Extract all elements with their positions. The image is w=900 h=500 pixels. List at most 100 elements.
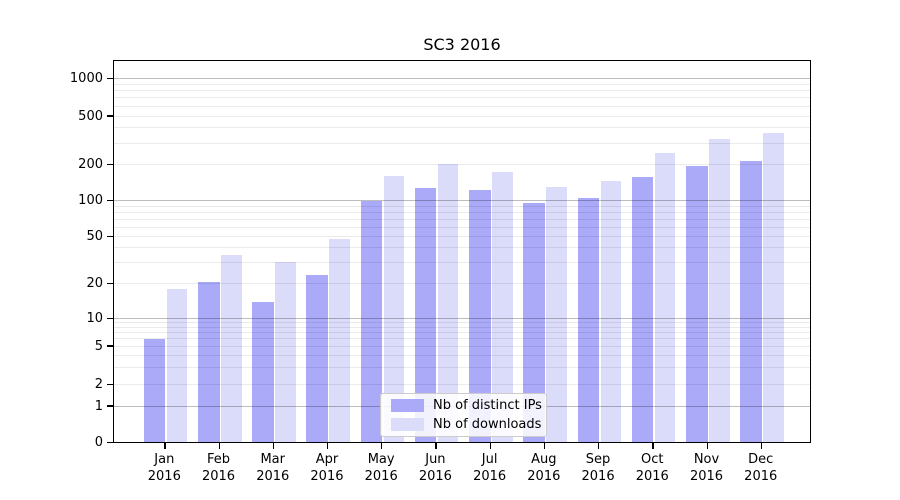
ytick-label-20: 20 bbox=[86, 276, 103, 292]
xtick-label-mar: Mar 2016 bbox=[256, 452, 290, 484]
gridline-minor-800 bbox=[113, 90, 811, 92]
xtick-label-apr: Apr 2016 bbox=[310, 452, 344, 484]
xtick-feb bbox=[218, 443, 220, 449]
xtick-label-jun: Jun 2016 bbox=[418, 452, 452, 484]
xtick-label-nov: Nov 2016 bbox=[689, 452, 724, 484]
legend-item-distinct-ips: Nb of distinct IPs bbox=[391, 398, 542, 414]
ytick-1 bbox=[107, 405, 113, 407]
ytick-label-200: 200 bbox=[78, 157, 103, 173]
ytick-label-1000: 1000 bbox=[69, 71, 103, 86]
bar-distinct-ips-mar bbox=[252, 302, 274, 443]
ytick-10 bbox=[107, 317, 113, 319]
gridline-minor-40 bbox=[113, 247, 811, 249]
bar-distinct-ips-feb bbox=[198, 281, 220, 443]
xtick-label-dec: Dec 2016 bbox=[744, 452, 778, 484]
bar-downloads-nov bbox=[709, 138, 730, 443]
bars-layer bbox=[113, 60, 811, 443]
bar-downloads-mar bbox=[275, 261, 296, 443]
xtick-oct bbox=[652, 443, 654, 449]
ytick-0 bbox=[107, 441, 113, 443]
xtick-label-aug: Aug 2016 bbox=[527, 452, 561, 484]
ytick-label-10: 10 bbox=[86, 311, 103, 326]
xtick-label-sep: Sep 2016 bbox=[581, 452, 615, 484]
bar-distinct-ips-aug bbox=[523, 203, 545, 443]
bar-downloads-apr bbox=[329, 239, 350, 443]
xtick-jan bbox=[164, 443, 166, 449]
ytick-label-100: 100 bbox=[78, 193, 103, 209]
ytick-5 bbox=[107, 345, 113, 347]
ytick-50 bbox=[107, 235, 113, 237]
xtick-apr bbox=[326, 443, 329, 449]
legend-item-downloads: Nb of downloads bbox=[391, 416, 542, 433]
xtick-label-jan: Jan 2016 bbox=[147, 452, 181, 484]
gridline-minor-9 bbox=[113, 322, 811, 324]
bar-distinct-ips-sep bbox=[577, 197, 600, 443]
gridline-minor-300 bbox=[113, 142, 811, 144]
ytick-label-5: 5 bbox=[94, 338, 103, 354]
gridline-minor-3 bbox=[113, 367, 811, 369]
ytick-label-1: 1 bbox=[94, 398, 103, 414]
bar-distinct-ips-oct bbox=[631, 176, 654, 443]
ytick-label-50: 50 bbox=[86, 228, 103, 244]
bar-distinct-ips-dec bbox=[740, 161, 762, 443]
bar-downloads-jun bbox=[437, 163, 459, 443]
xtick-label-feb: Feb 2016 bbox=[201, 452, 236, 484]
legend-swatch-distinct-ips bbox=[391, 399, 424, 413]
bar-distinct-ips-nov bbox=[686, 166, 708, 443]
bar-downloads-feb bbox=[221, 255, 242, 443]
bar-distinct-ips-apr bbox=[306, 274, 328, 443]
xtick-label-oct: Oct 2016 bbox=[635, 452, 669, 484]
xtick-aug bbox=[543, 443, 546, 449]
gridline-minor-20 bbox=[113, 283, 811, 285]
gridline-minor-90 bbox=[113, 205, 811, 207]
xtick-sep bbox=[598, 443, 600, 449]
gridline-minor-50 bbox=[113, 235, 811, 237]
ytick-2 bbox=[107, 383, 113, 386]
gridline-minor-2 bbox=[113, 384, 811, 386]
legend-swatch-downloads bbox=[391, 417, 424, 431]
xtick-jun bbox=[435, 443, 437, 449]
gridline-minor-400 bbox=[113, 127, 811, 129]
xtick-nov bbox=[706, 443, 708, 449]
ytick-1000 bbox=[107, 77, 113, 79]
bar-distinct-ips-may bbox=[360, 201, 383, 443]
ytick-200 bbox=[107, 163, 113, 166]
ytick-label-500: 500 bbox=[78, 108, 103, 124]
gridline-minor-600 bbox=[113, 105, 811, 107]
gridline-minor-7 bbox=[113, 332, 811, 334]
ytick-500 bbox=[107, 115, 113, 117]
bar-downloads-may bbox=[383, 176, 405, 443]
bar-downloads-oct bbox=[654, 153, 676, 443]
ytick-100 bbox=[107, 200, 113, 202]
ytick-20 bbox=[107, 282, 113, 285]
gridline-minor-700 bbox=[113, 97, 811, 99]
gridline-minor-6 bbox=[113, 338, 811, 340]
bar-downloads-dec bbox=[763, 132, 784, 443]
gridline-minor-900 bbox=[113, 83, 811, 85]
ytick-label-0: 0 bbox=[94, 435, 103, 450]
legend-label-distinct-ips: Nb of distinct IPs bbox=[433, 398, 542, 414]
legend-label-downloads: Nb of downloads bbox=[433, 416, 542, 432]
gridline-minor-500 bbox=[113, 115, 811, 117]
plot-area: 1000 500 200 100 50 20 10 5 2 1 0 Jan 2016 Feb 2016 M… bbox=[70, 60, 811, 484]
xtick-label-may: May 2016 bbox=[364, 452, 398, 484]
gridline-major-1000 bbox=[113, 78, 811, 79]
gridline-major-10 bbox=[113, 318, 811, 319]
bar-distinct-ips-jul bbox=[469, 189, 491, 443]
xtick-mar bbox=[272, 443, 275, 449]
ytick-label-2: 2 bbox=[94, 377, 103, 393]
bar-downloads-sep bbox=[600, 181, 622, 443]
gridline-major-100 bbox=[113, 200, 811, 202]
bar-distinct-ips-jan bbox=[143, 339, 166, 443]
gridline-minor-8 bbox=[113, 326, 811, 328]
xtick-label-jul: Jul 2016 bbox=[473, 452, 507, 484]
gridline-minor-5 bbox=[113, 345, 811, 347]
gridline-minor-60 bbox=[113, 226, 811, 228]
gridline-minor-70 bbox=[113, 218, 811, 220]
xtick-may bbox=[381, 443, 383, 449]
legend: Nb of distinct IPs Nb of downloads bbox=[380, 393, 547, 437]
gridline-minor-200 bbox=[113, 164, 811, 166]
xtick-jul bbox=[489, 443, 491, 449]
bar-downloads-aug bbox=[546, 187, 567, 443]
